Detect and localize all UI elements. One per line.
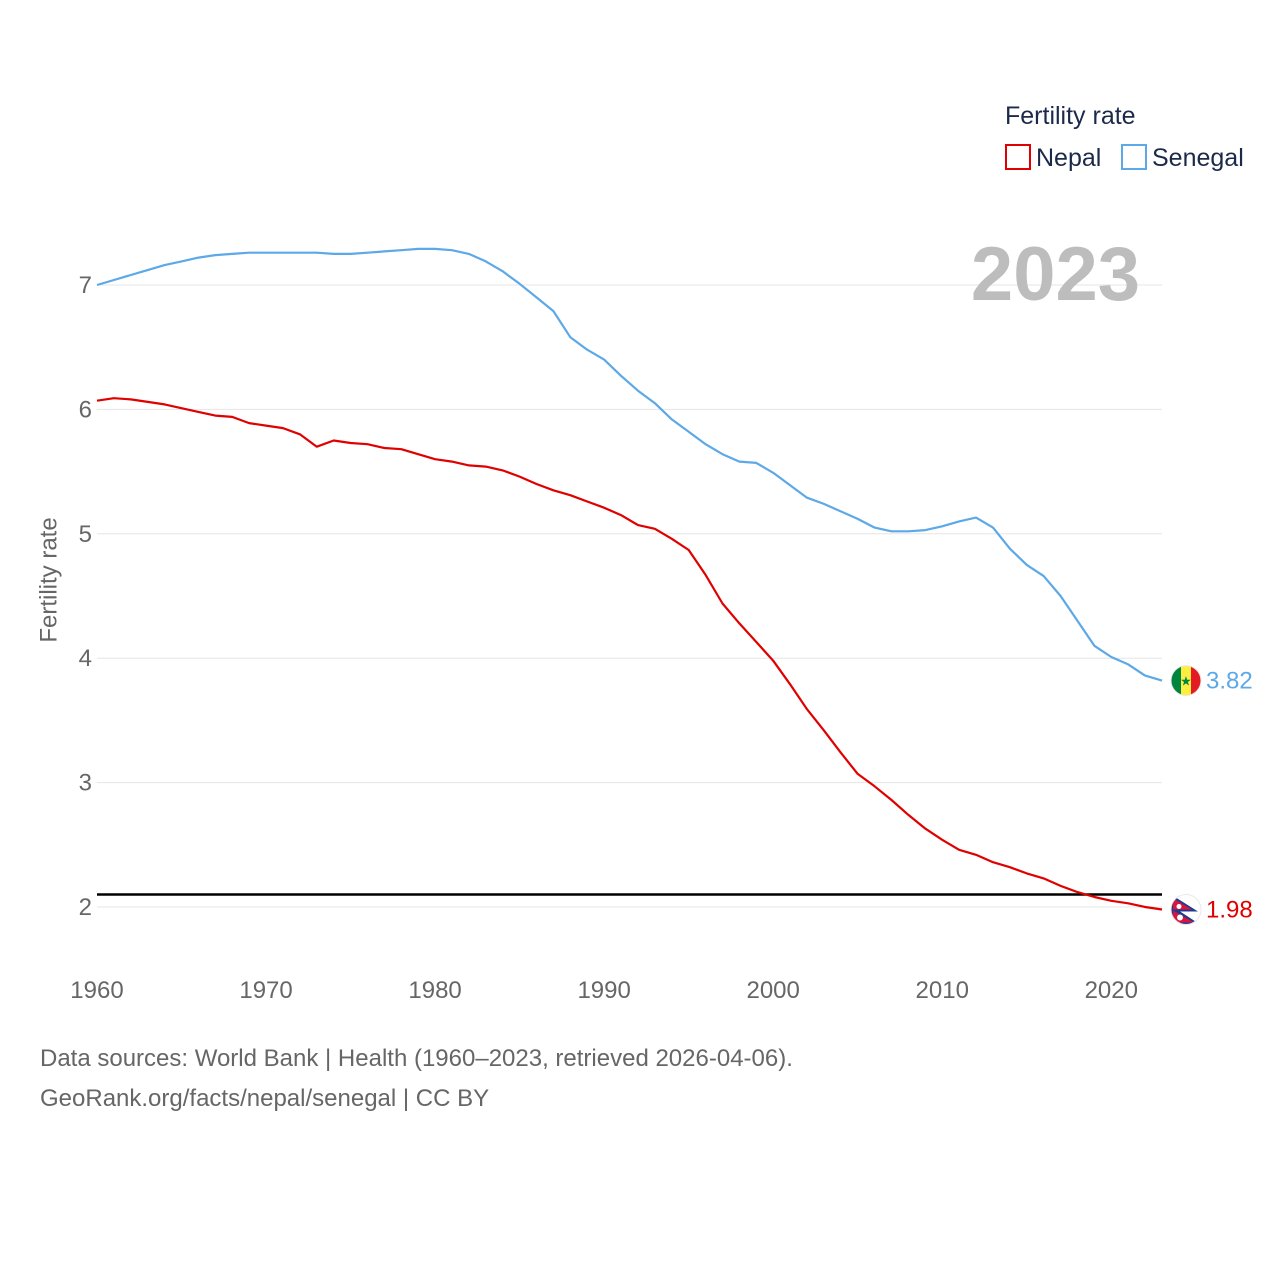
legend-swatch-nepal[interactable] [1005,144,1031,170]
footer-sources: Data sources: World Bank | Health (1960–… [40,1045,793,1072]
legend-swatch-senegal[interactable] [1121,144,1147,170]
svg-text:★: ★ [1180,675,1192,690]
senegal-flag-icon: ★ [1171,665,1201,696]
x-tick-label: 1960 [70,977,123,1004]
x-tick-label: 2020 [1085,977,1138,1004]
y-tick-label: 2 [79,894,92,921]
y-tick-label: 4 [79,645,92,672]
legend-label-senegal[interactable]: Senegal [1152,144,1244,172]
legend[interactable]: Fertility rate Nepal Senegal [1005,102,1244,172]
gridlines [97,284,1162,908]
y-tick-label: 7 [79,272,92,299]
footer-attribution[interactable]: GeoRank.org/facts/nepal/senegal | CC BY [40,1085,490,1112]
legend-title: Fertility rate [1005,102,1136,130]
senegal-flag-ring [1170,665,1202,697]
y-tick-label: 6 [79,396,92,423]
y-tick-label: 3 [79,770,92,797]
y-axis-ticks: 2 3 4 5 6 7 [79,272,92,921]
year-label: 2023 [971,232,1140,317]
series-end-markers: 1.98 ★ 3.82 [1170,665,1253,925]
end-value-label-nepal: 1.98 [1206,896,1253,923]
x-tick-label: 2010 [916,977,969,1004]
end-value-label-senegal: 3.82 [1206,668,1253,695]
x-tick-label: 1970 [239,977,292,1004]
x-tick-label: 1990 [577,977,630,1004]
x-axis-ticks: 1960 1970 1980 1990 2000 2010 2020 [70,977,1138,1004]
y-axis-title: Fertility rate [35,517,62,642]
nepal-flag-ring [1170,893,1202,925]
y-tick-label: 5 [79,521,92,548]
x-tick-label: 1980 [408,977,461,1004]
x-tick-label: 2000 [746,977,799,1004]
series-line-senegal[interactable] [96,247,1163,682]
legend-label-nepal[interactable]: Nepal [1036,144,1101,172]
nepal-flag-icon [1171,894,1201,925]
series-lines [96,247,1163,911]
series-line-nepal[interactable] [96,397,1163,911]
